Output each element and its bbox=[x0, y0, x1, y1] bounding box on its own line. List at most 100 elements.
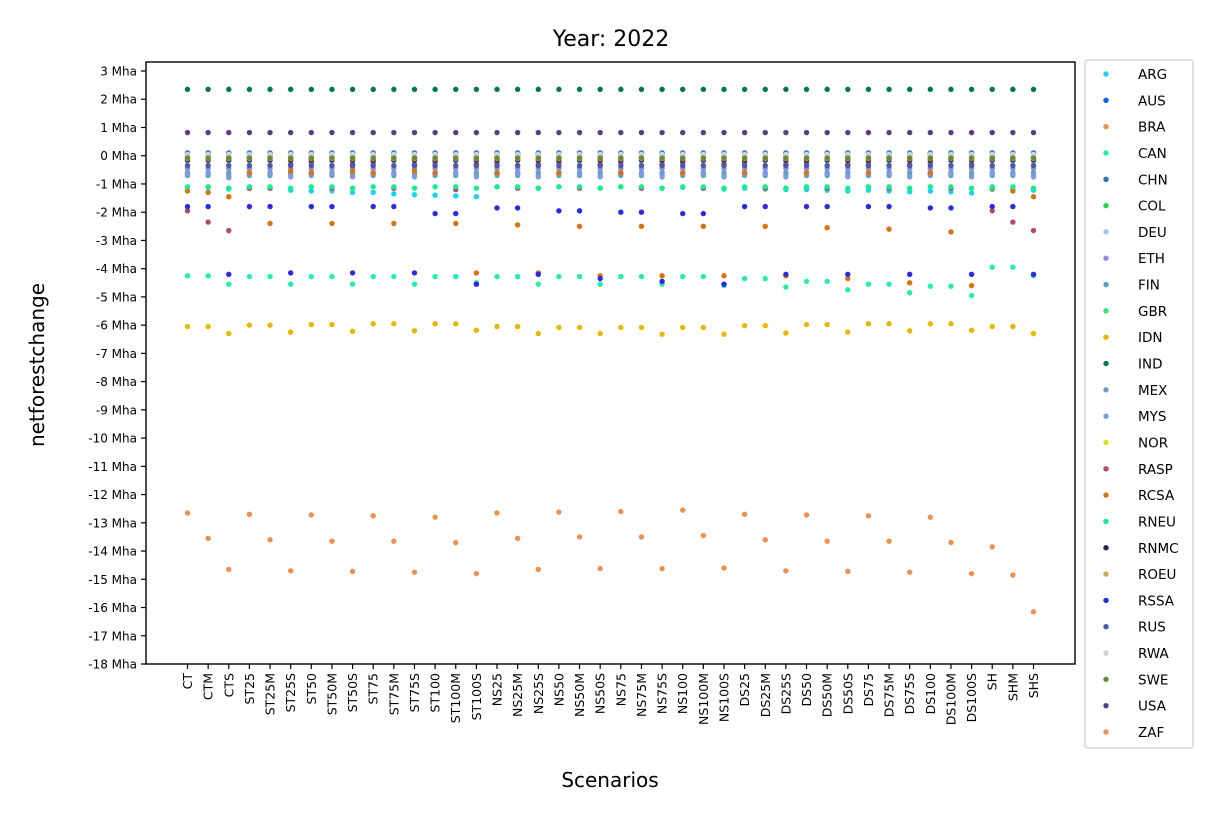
data-point bbox=[267, 162, 273, 169]
y-tick-label: 1 Mha bbox=[100, 121, 137, 135]
x-tick-label: ST100 bbox=[428, 673, 443, 712]
data-point bbox=[680, 129, 686, 136]
data-point bbox=[700, 210, 707, 217]
x-tick-label: DS25 bbox=[737, 673, 752, 706]
data-point bbox=[968, 185, 975, 191]
legend-marker bbox=[1103, 518, 1109, 525]
data-point bbox=[246, 184, 253, 190]
data-point bbox=[556, 273, 562, 280]
data-point bbox=[783, 129, 789, 136]
x-tick-label: ST50S bbox=[345, 673, 360, 712]
data-point bbox=[989, 86, 995, 93]
data-point bbox=[638, 171, 645, 177]
data-point bbox=[349, 129, 356, 136]
data-point bbox=[494, 169, 500, 176]
data-point bbox=[184, 510, 191, 516]
data-point bbox=[329, 155, 335, 161]
data-point bbox=[700, 532, 707, 539]
data-point bbox=[886, 184, 892, 190]
data-point bbox=[329, 220, 335, 227]
data-point bbox=[989, 184, 995, 190]
data-point bbox=[927, 514, 934, 520]
data-point bbox=[948, 184, 954, 190]
data-point bbox=[267, 184, 273, 190]
legend-label: RNEU bbox=[1138, 514, 1176, 530]
x-tick-label: NS50S bbox=[593, 673, 608, 714]
data-point bbox=[453, 155, 459, 161]
data-point bbox=[948, 205, 954, 211]
data-point bbox=[556, 86, 562, 93]
data-point bbox=[948, 229, 954, 235]
x-tick-label: CT bbox=[180, 673, 195, 690]
data-point bbox=[576, 184, 583, 190]
data-point bbox=[494, 184, 500, 190]
data-point bbox=[638, 86, 645, 93]
y-tick-label: -7 Mha bbox=[96, 347, 137, 361]
data-point bbox=[226, 175, 232, 181]
data-point bbox=[411, 86, 418, 93]
data-point bbox=[514, 184, 521, 190]
data-point bbox=[906, 155, 913, 161]
data-point bbox=[473, 270, 480, 276]
data-point bbox=[597, 162, 603, 169]
data-point bbox=[968, 162, 975, 169]
data-point bbox=[411, 270, 418, 276]
data-point bbox=[845, 155, 851, 161]
data-point bbox=[246, 203, 253, 210]
data-point bbox=[473, 185, 480, 191]
data-point bbox=[865, 321, 872, 327]
data-point bbox=[494, 323, 500, 330]
data-point bbox=[638, 209, 645, 215]
data-point bbox=[865, 203, 872, 210]
legend-marker bbox=[1103, 308, 1109, 314]
data-point bbox=[845, 185, 851, 191]
data-point bbox=[886, 538, 892, 544]
data-point bbox=[659, 174, 665, 180]
data-point bbox=[556, 324, 562, 331]
data-point bbox=[721, 162, 727, 169]
data-point bbox=[411, 191, 418, 198]
series-rneu bbox=[184, 184, 1037, 191]
data-point bbox=[205, 162, 211, 169]
data-point bbox=[453, 171, 459, 177]
data-point bbox=[184, 208, 191, 214]
data-point bbox=[308, 184, 315, 190]
data-point bbox=[535, 129, 541, 136]
data-point bbox=[721, 185, 727, 191]
data-point bbox=[411, 174, 418, 180]
data-point bbox=[927, 162, 934, 169]
y-axis: 3 Mha 2 Mha 1 Mha 0 Mha -1 Mha -2 Mha -3 Mha -4… bbox=[88, 65, 146, 672]
data-point bbox=[246, 86, 253, 93]
data-point bbox=[1010, 86, 1016, 93]
data-point bbox=[267, 86, 273, 93]
data-point bbox=[721, 281, 727, 287]
data-point bbox=[865, 281, 872, 287]
data-point bbox=[535, 566, 541, 573]
data-point bbox=[597, 275, 603, 282]
data-point bbox=[886, 86, 892, 93]
legend-marker bbox=[1103, 123, 1109, 130]
data-point bbox=[968, 129, 975, 136]
data-point bbox=[1010, 188, 1016, 194]
data-point bbox=[597, 129, 603, 136]
data-point bbox=[535, 330, 541, 337]
data-point bbox=[184, 273, 191, 279]
data-point bbox=[473, 174, 480, 180]
x-tick-label: NS50 bbox=[551, 673, 566, 706]
data-point bbox=[576, 129, 583, 136]
data-point bbox=[721, 331, 727, 337]
data-point bbox=[803, 512, 810, 518]
x-tick-label: NS75M bbox=[634, 673, 649, 717]
data-point bbox=[287, 155, 294, 161]
data-point bbox=[659, 162, 665, 169]
data-point bbox=[226, 169, 232, 176]
data-point bbox=[1030, 86, 1037, 93]
y-tick-label: -11 Mha bbox=[88, 460, 137, 474]
data-point bbox=[886, 281, 892, 287]
data-point bbox=[927, 155, 934, 161]
data-point bbox=[618, 273, 624, 280]
data-point bbox=[432, 321, 438, 327]
data-point bbox=[618, 169, 624, 176]
legend-marker bbox=[1103, 413, 1109, 419]
data-point bbox=[927, 86, 934, 93]
